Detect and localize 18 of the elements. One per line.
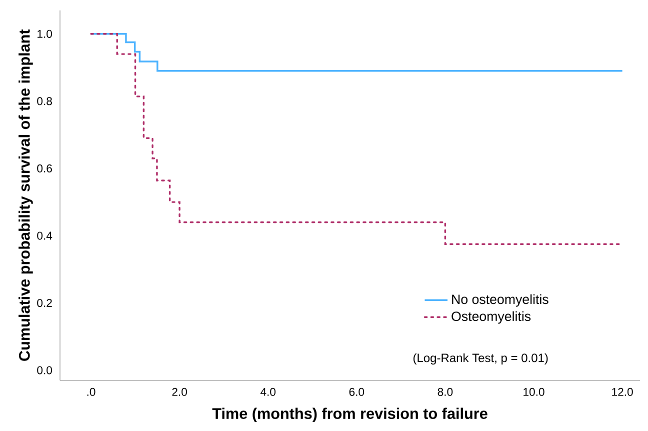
legend-label: No osteomyelitis — [452, 294, 548, 307]
annotation: (Log-Rank Test, p = 0.01) — [413, 353, 548, 365]
y-tick-label: 0.0 — [37, 366, 52, 374]
y-tick-label: 0.8 — [37, 97, 52, 106]
x-tick-label: 2.0 — [172, 388, 187, 396]
y-tick-label: 0.4 — [37, 232, 52, 240]
x-tick-label: 4.0 — [260, 388, 276, 396]
y-tick-label: 1.0 — [38, 30, 52, 38]
x-tick-label: 10.0 — [524, 388, 544, 396]
y-tick-label: 0.6 — [37, 164, 52, 172]
x-axis-title: Time (months) from revision to failure — [212, 408, 488, 422]
y-axis-title: Cumulative probability survival of the implant — [18, 29, 33, 361]
x-tick-label: .0 — [87, 388, 96, 396]
x-tick-label: 6.0 — [349, 388, 364, 396]
y-tick-label: 0.2 — [37, 298, 52, 307]
x-tick-label: 8.0 — [438, 388, 453, 396]
legend-label: Osteomyelitis — [452, 311, 531, 324]
x-tick-label: 12.0 — [612, 388, 633, 396]
